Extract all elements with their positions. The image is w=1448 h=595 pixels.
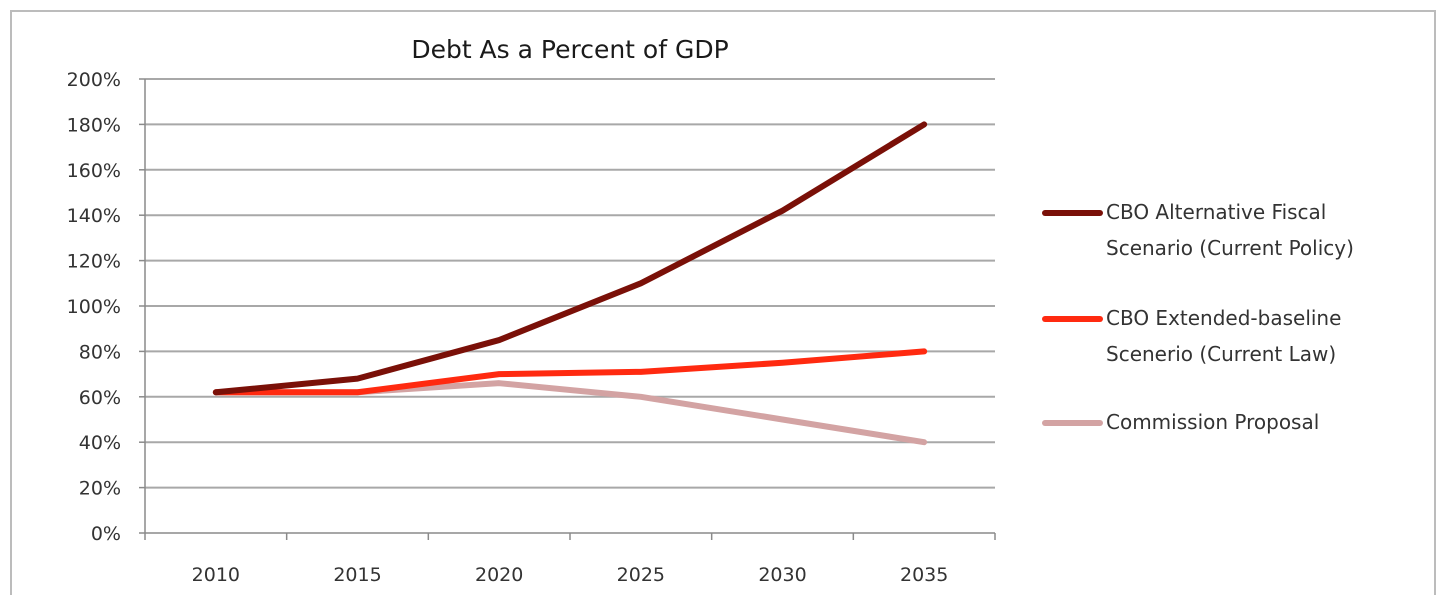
y-tick-label: 80% <box>79 341 121 363</box>
chart-frame <box>10 10 1436 595</box>
y-tick-label: 60% <box>79 387 121 409</box>
y-tick-label: 120% <box>67 251 121 273</box>
axes <box>139 78 996 540</box>
chart-title: Debt As a Percent of GDP <box>411 35 728 64</box>
y-tick-label: 0% <box>91 523 121 545</box>
y-tick-label: 160% <box>67 160 121 182</box>
x-tick-label: 2035 <box>900 564 948 586</box>
y-tick-label: 140% <box>67 205 121 227</box>
y-tick-label: 200% <box>67 69 121 91</box>
x-tick-label: 2015 <box>333 564 381 586</box>
y-tick-label: 20% <box>79 478 121 500</box>
y-tick-label: 100% <box>67 296 121 318</box>
series-line-2 <box>212 348 928 396</box>
series-lines <box>212 121 928 446</box>
legend-label: Commission Proposal <box>1106 410 1319 434</box>
legend-label: Scenario (Current Policy) <box>1106 236 1354 260</box>
y-axis-tick-labels: 0% 20% 40% 60% 80% 100% 120% 140% 160% 180% 200% <box>67 69 121 545</box>
y-tick-label: 40% <box>79 432 121 454</box>
series-line-1 <box>212 121 928 396</box>
legend-label: CBO Extended-baseline <box>1106 306 1341 330</box>
legend-label: CBO Alternative Fiscal <box>1106 200 1326 224</box>
y-tick-label: 180% <box>67 114 121 136</box>
x-tick-label: 2025 <box>617 564 665 586</box>
x-tick-label: 2020 <box>475 564 523 586</box>
x-axis-tick-labels: 2010 2015 2020 2025 2030 2035 <box>192 564 949 586</box>
legend-label: Scenerio (Current Law) <box>1106 342 1336 366</box>
x-tick-label: 2030 <box>758 564 806 586</box>
x-tick-label: 2010 <box>192 564 240 586</box>
gridlines <box>145 78 995 489</box>
legend: CBO Alternative Fiscal Scenario (Current … <box>1042 200 1354 434</box>
